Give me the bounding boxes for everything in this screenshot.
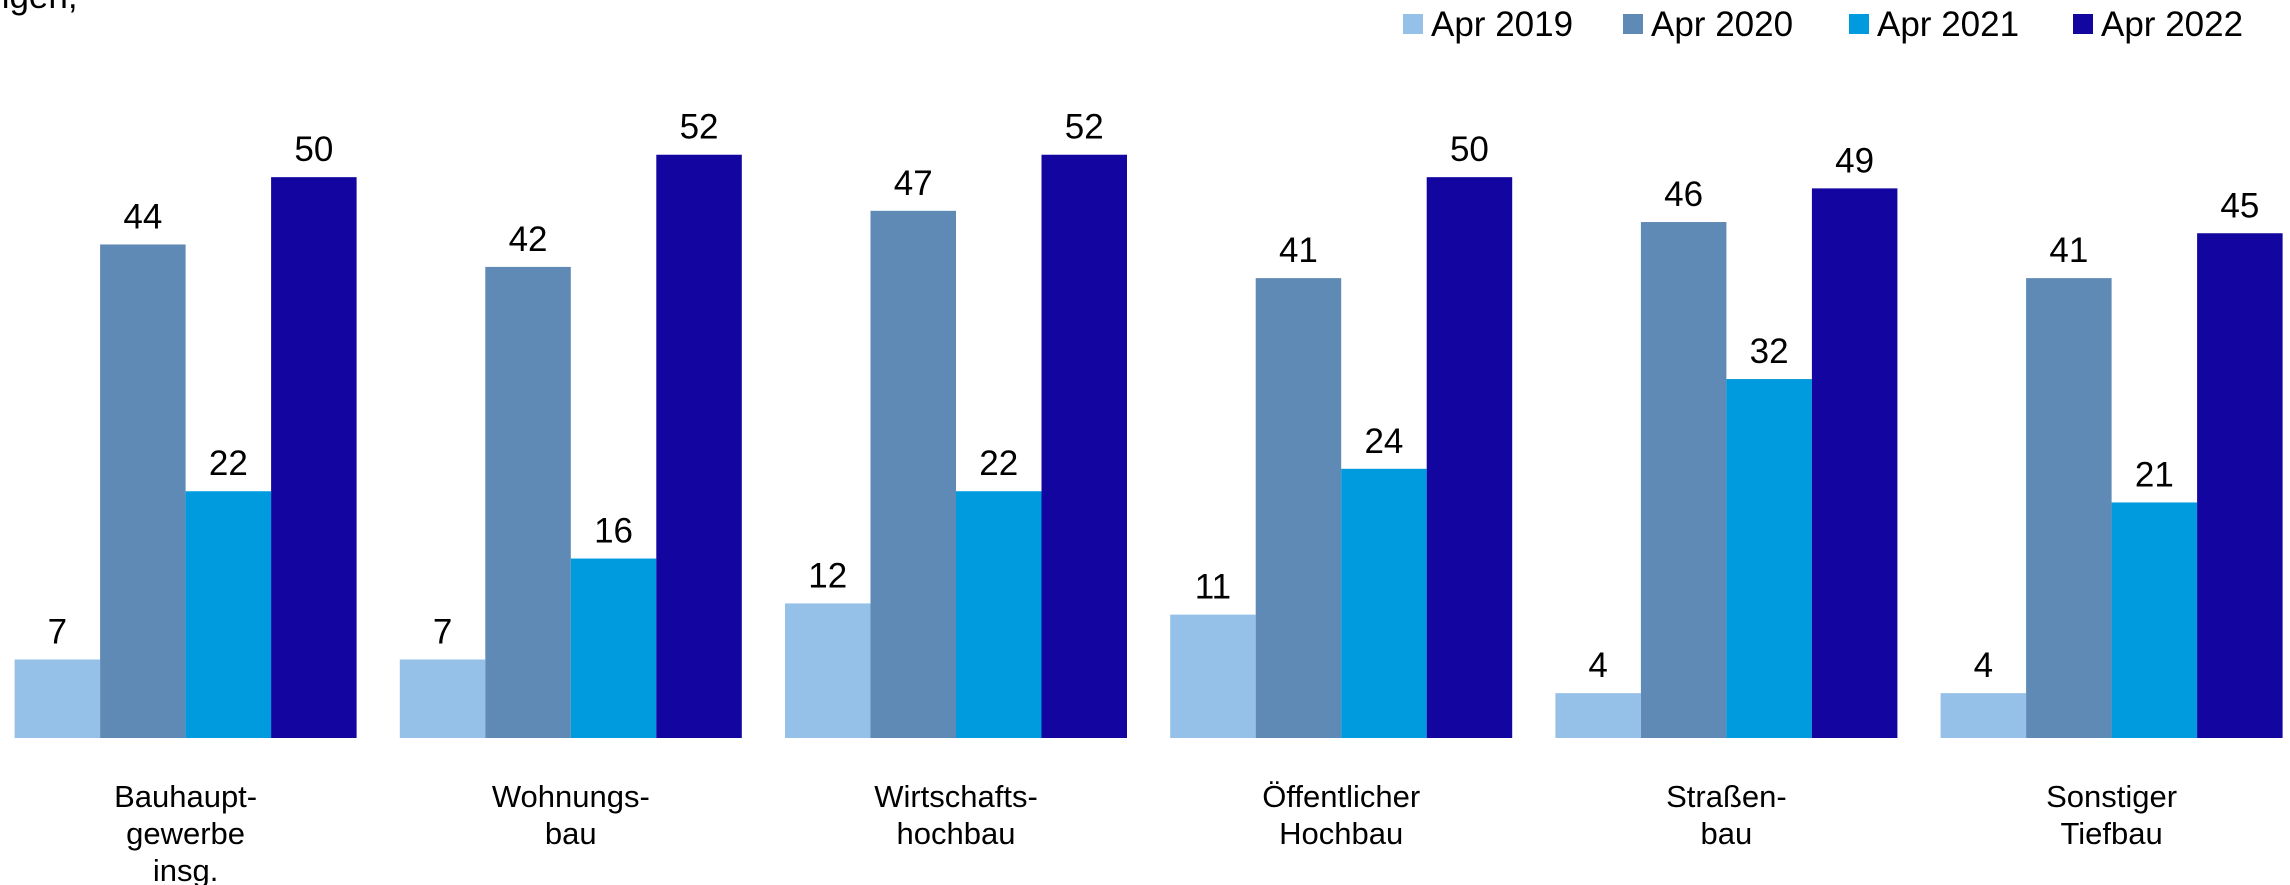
bar [870,210,956,739]
data-label: 46 [1664,175,1703,214]
bar [1640,222,1727,739]
chart-title: ngen, [0,0,78,16]
bar [1426,177,1513,738]
data-label: 32 [1750,332,1789,371]
x-tick-label: Öffentlicher Hochbau [1262,779,1420,851]
data-label: 4 [1588,646,1607,685]
bar [1940,693,2027,738]
data-label: 50 [294,130,333,169]
bar [14,659,101,738]
x-tick-label: Sonstiger Tiefbau [2046,779,2177,851]
data-label: 11 [1195,568,1231,607]
data-label: 42 [509,220,548,259]
bar [1255,278,1342,738]
bar [399,659,486,738]
data-label: 49 [1835,141,1874,180]
data-label: 41 [2049,231,2088,270]
data-label: 24 [1364,422,1403,461]
bar [1170,614,1256,738]
data-label: 22 [209,444,248,483]
bar [1811,188,1898,739]
bar [785,603,871,738]
x-tick-label: Wirtschafts-hochbau [874,779,1038,851]
data-label: 45 [2220,186,2259,225]
data-label: 52 [680,108,719,147]
legend-label: Apr 2019 [1431,5,1573,44]
legend-swatch [1849,14,1869,34]
bar [956,491,1042,738]
data-label: 7 [433,612,452,651]
bar [1341,468,1427,738]
bar [185,491,272,738]
data-label: 47 [894,164,933,203]
bar [100,244,186,738]
x-tick-label: Bauhaupt-gewerbe insg. [114,779,257,885]
x-tick-label: Wohnungs-bau [492,779,650,851]
data-label: 21 [2135,455,2174,494]
bar [2197,233,2283,738]
bar [271,177,357,738]
bar [570,558,657,738]
x-tick-label: Straßen-bau [1666,779,1787,851]
bar [2111,502,2198,738]
data-label: 50 [1450,130,1489,169]
bar [1726,379,1812,738]
legend-swatch [2073,14,2093,34]
data-label: 44 [123,197,162,236]
data-label: 16 [594,512,633,551]
bar [485,266,571,738]
data-label: 41 [1279,231,1318,270]
data-label: 12 [808,556,847,595]
bar [1041,154,1127,738]
legend-label: Apr 2022 [2101,5,2243,44]
data-label: 52 [1065,108,1104,147]
legend-label: Apr 2020 [1651,5,1793,44]
data-label: 4 [1974,646,1993,685]
legend-label: Apr 2021 [1877,5,2019,44]
bar [1555,693,1641,738]
data-label: 22 [979,444,1018,483]
bar [2026,278,2112,738]
data-label: 7 [48,612,67,651]
legend-swatch [1403,14,1423,34]
legend-swatch [1623,14,1643,34]
bar [656,154,742,738]
